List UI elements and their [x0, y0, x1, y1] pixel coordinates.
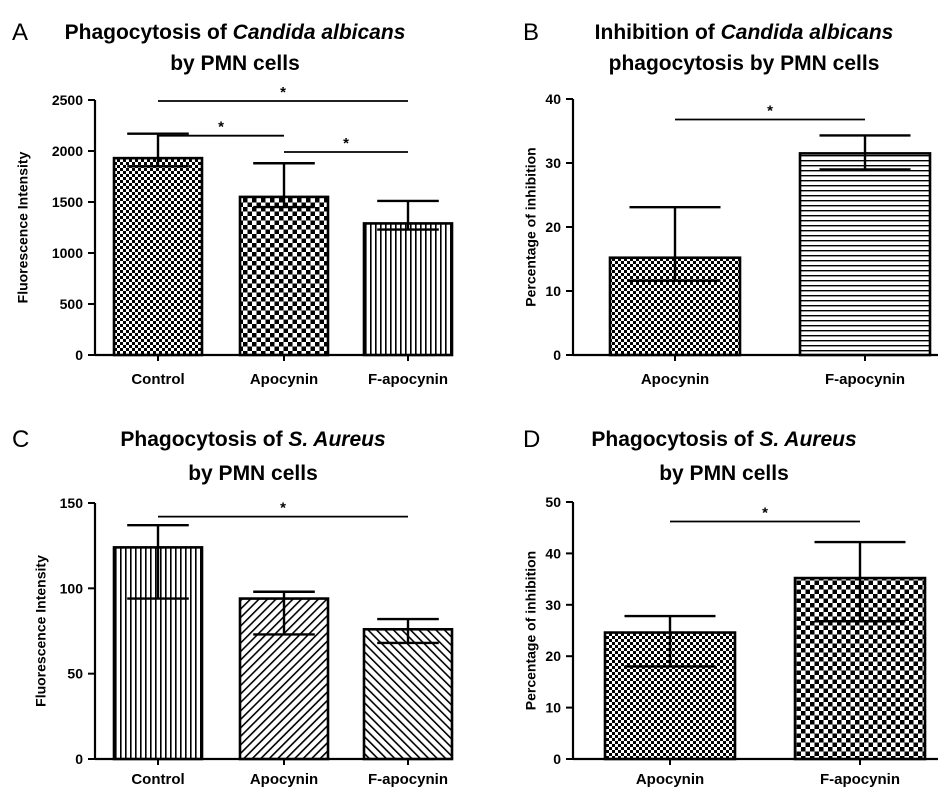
y-tick-label: 40	[545, 545, 561, 561]
y-tick-label: 30	[545, 155, 561, 171]
category-label: Control	[131, 771, 184, 788]
y-tick-label: 1500	[52, 194, 83, 210]
y-axis-label: Percentage of inhibition	[523, 147, 539, 306]
y-tick-label: 0	[553, 347, 561, 363]
y-tick-label: 10	[545, 283, 561, 299]
y-tick-label: 100	[60, 580, 84, 596]
category-label: Apocynin	[636, 771, 704, 788]
category-label: F-apocynin	[825, 371, 905, 388]
y-tick-label: 50	[545, 494, 561, 510]
y-tick-label: 500	[60, 296, 84, 312]
category-label: Apocynin	[250, 371, 318, 388]
y-tick-label: 50	[67, 666, 83, 682]
bar	[798, 152, 932, 357]
chart-title: Phagocytosis of Candida albicans	[65, 21, 406, 44]
panel-letter: D	[523, 426, 540, 453]
y-axis-label: Fluorescence Intensity	[15, 151, 31, 303]
y-tick-label: 30	[545, 597, 561, 613]
category-label: F-apocynin	[368, 771, 448, 788]
chart-title: by PMN cells	[188, 462, 318, 485]
y-tick-label: 20	[545, 648, 561, 664]
significance-star: *	[762, 505, 768, 522]
chart-title: by PMN cells	[659, 462, 789, 485]
category-label: Control	[131, 371, 184, 388]
y-axis-label: Fluorescence Intensity	[33, 555, 49, 707]
y-tick-label: 20	[545, 219, 561, 235]
y-tick-label: 10	[545, 700, 561, 716]
category-label: F-apocynin	[820, 771, 900, 788]
y-tick-label: 1000	[52, 245, 83, 261]
category-label: F-apocynin	[368, 371, 448, 388]
y-tick-label: 150	[60, 495, 84, 511]
bar	[362, 627, 454, 761]
chart-title: phagocytosis by PMN cells	[609, 52, 880, 75]
y-tick-label: 2000	[52, 143, 83, 159]
chart-title: Inhibition of Candida albicans	[595, 21, 894, 44]
bar	[362, 222, 454, 357]
y-tick-label: 0	[553, 751, 561, 767]
panel-letter: C	[12, 426, 29, 453]
y-tick-label: 0	[75, 347, 83, 363]
y-tick-label: 40	[545, 91, 561, 107]
chart-title: Phagocytosis of S. Aureus	[120, 428, 385, 451]
category-label: Apocynin	[250, 771, 318, 788]
category-label: Apocynin	[641, 371, 709, 388]
bar	[238, 195, 330, 357]
y-tick-label: 2500	[52, 92, 83, 108]
significance-star: *	[767, 102, 773, 119]
significance-star: *	[280, 84, 286, 101]
bar	[112, 156, 204, 357]
significance-star: *	[280, 500, 286, 517]
chart-title: by PMN cells	[170, 52, 300, 75]
panel-letter: A	[12, 19, 28, 46]
significance-star: *	[218, 119, 224, 136]
significance-star: *	[343, 135, 349, 152]
chart-title: Phagocytosis of S. Aureus	[591, 428, 856, 451]
y-axis-label: Percentage of inhibition	[523, 551, 539, 710]
y-tick-label: 0	[75, 751, 83, 767]
panel-letter: B	[523, 19, 539, 46]
